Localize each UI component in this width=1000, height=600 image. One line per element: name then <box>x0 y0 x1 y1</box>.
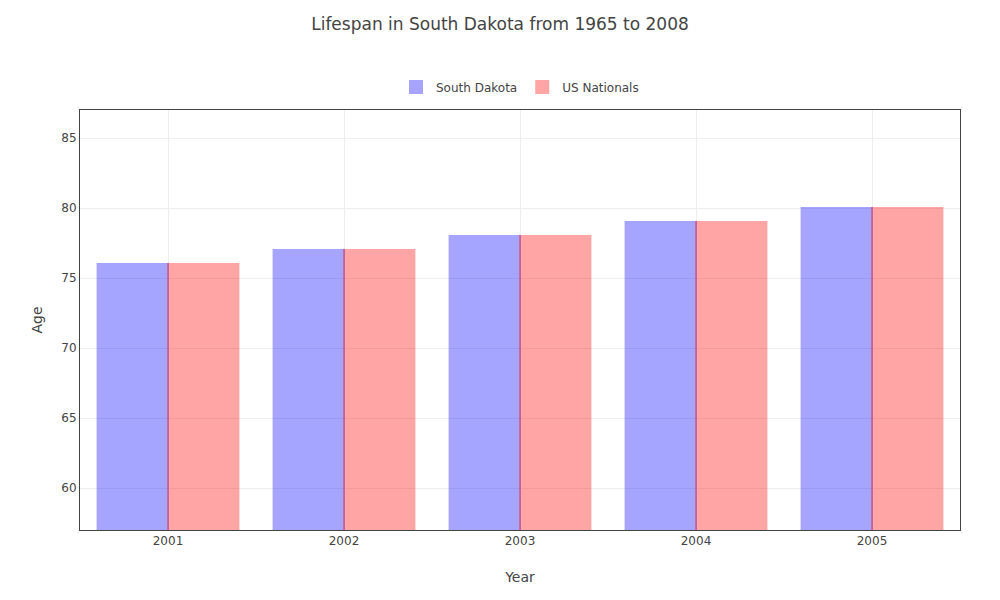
svg-text:70: 70 <box>61 341 76 355</box>
svg-text:2004: 2004 <box>681 534 712 548</box>
svg-text:2005: 2005 <box>857 534 888 548</box>
svg-text:65: 65 <box>61 411 76 425</box>
svg-text:2003: 2003 <box>505 534 536 548</box>
svg-text:80: 80 <box>61 201 76 215</box>
svg-text:Lifespan in South Dakota from: Lifespan in South Dakota from 1965 to 20… <box>311 14 689 34</box>
svg-text:75: 75 <box>61 271 76 285</box>
svg-text:60: 60 <box>61 481 76 495</box>
svg-text:US Nationals: US Nationals <box>562 81 638 95</box>
svg-text:Age: Age <box>29 306 45 333</box>
svg-text:2001: 2001 <box>153 534 184 548</box>
svg-text:2002: 2002 <box>329 534 360 548</box>
svg-text:South Dakota: South Dakota <box>436 81 517 95</box>
svg-text:Year: Year <box>504 569 535 585</box>
svg-text:85: 85 <box>61 131 76 145</box>
